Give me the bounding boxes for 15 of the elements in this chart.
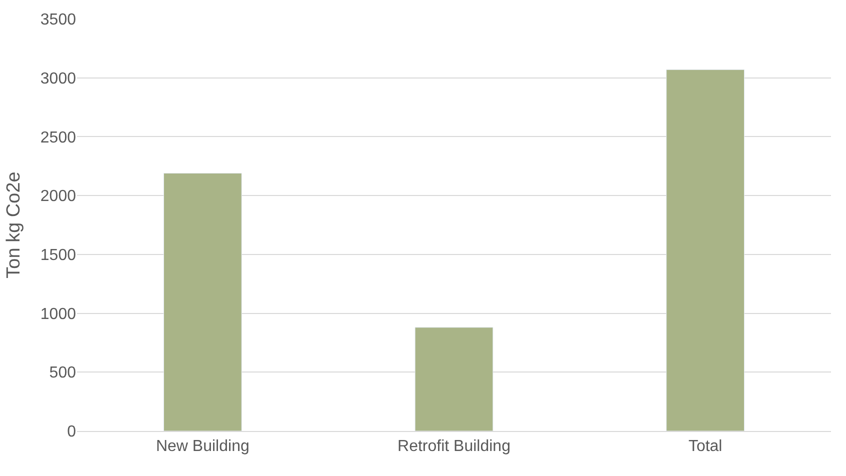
y-tick-label: 2000 <box>40 188 76 206</box>
y-tick-label: 3000 <box>40 70 76 88</box>
x-tick-label: Total <box>688 438 722 456</box>
y-tick-label: 3500 <box>40 12 76 29</box>
y-tick-label: 0 <box>67 424 76 441</box>
bar <box>666 69 745 431</box>
y-axis-title: Ton kg Co2e <box>3 172 24 278</box>
y-tick-label: 1000 <box>40 306 76 323</box>
x-tick-label: New Building <box>156 438 250 456</box>
y-tick-label: 2500 <box>40 129 76 146</box>
bar <box>414 327 494 431</box>
y-tick-label: 1500 <box>40 247 76 264</box>
x-tick-label: Retrofit Building <box>398 438 510 456</box>
bar <box>163 172 242 431</box>
y-tick-label: 500 <box>49 364 76 382</box>
